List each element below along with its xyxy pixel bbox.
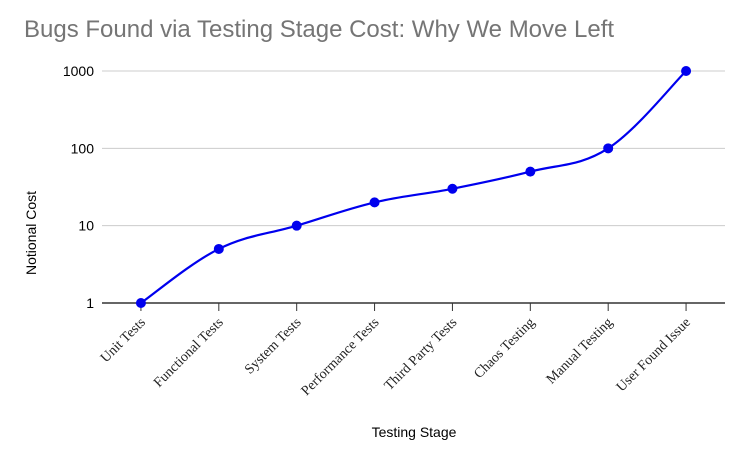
y-axis-title: Notional Cost bbox=[23, 191, 39, 275]
y-tick-labels: 1 10 100 1000 bbox=[63, 63, 94, 311]
x-axis-title: Testing Stage bbox=[372, 424, 457, 440]
x-tick-label: Third Party Tests bbox=[382, 315, 460, 393]
y-tick-label: 1000 bbox=[63, 63, 94, 79]
x-tick-label: Chaos Testing bbox=[471, 315, 538, 382]
data-point-2 bbox=[213, 243, 224, 254]
y-tick-label: 100 bbox=[71, 140, 95, 156]
chart-title: Bugs Found via Testing Stage Cost: Why W… bbox=[24, 16, 615, 43]
axes bbox=[102, 302, 725, 311]
x-tick-label: Unit Tests bbox=[98, 315, 149, 366]
data-point-4 bbox=[369, 197, 380, 208]
y-tick-label: 10 bbox=[78, 218, 94, 234]
x-tick-label: Functional Tests bbox=[151, 315, 226, 390]
data-point-3 bbox=[291, 220, 302, 231]
x-tick-label: Manual Testing bbox=[544, 315, 616, 387]
data-point-5 bbox=[447, 183, 458, 194]
x-tick-label: System Tests bbox=[242, 315, 304, 377]
gridlines bbox=[102, 70, 725, 227]
x-tick-labels: Unit Tests Functional Tests System TestsPe… bbox=[98, 315, 694, 399]
data-point-6 bbox=[525, 166, 536, 177]
data-point-7 bbox=[603, 143, 614, 154]
data-points bbox=[135, 66, 692, 308]
x-tick-label: User Found Issue bbox=[614, 315, 694, 395]
data-point-1 bbox=[135, 298, 146, 308]
data-point-8 bbox=[681, 66, 692, 76]
y-tick-label: 1 bbox=[86, 295, 94, 311]
series-line bbox=[140, 70, 687, 304]
x-tick-label: Performance Tests bbox=[299, 315, 383, 399]
